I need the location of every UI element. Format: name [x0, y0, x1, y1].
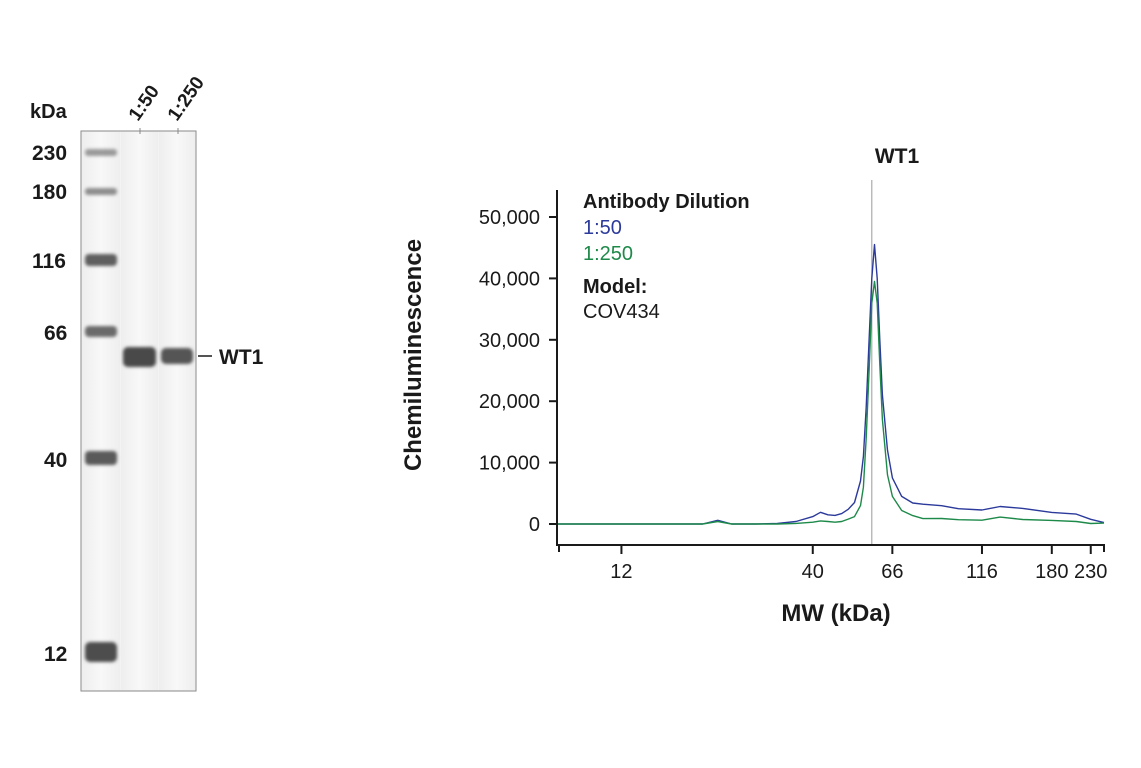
sample-lane-2: [159, 132, 195, 690]
x-tick-label: 12: [610, 561, 632, 583]
x-tick-label: 116: [966, 561, 998, 583]
y-ticks: 0 10,000 20,000 30,000 40,000 50,000: [479, 207, 557, 536]
legend-model-value: COV434: [583, 301, 660, 323]
marker-label-230: 230: [32, 142, 67, 165]
y-tick-label: 20,000: [479, 391, 540, 413]
ladder-band-180: [85, 188, 117, 195]
y-tick-label: 30,000: [479, 330, 540, 352]
series-line-2: [557, 280, 1105, 525]
sample-bands: [123, 347, 193, 367]
marker-label-180: 180: [32, 181, 67, 204]
marker-label-12: 12: [44, 643, 67, 666]
y-tick-label: 10,000: [479, 453, 540, 475]
x-ticks: 12 40 66 116 180 230: [558, 545, 1107, 583]
chart-title: WT1: [875, 145, 920, 168]
x-tick-label: 66: [881, 561, 903, 583]
x-tick-label: 40: [802, 561, 824, 583]
ladder-band-116: [85, 254, 117, 266]
y-tick-label: 40,000: [479, 268, 540, 290]
ladder-band-230: [85, 149, 117, 156]
ladder-lane: [82, 132, 120, 690]
ladder-band-12: [85, 642, 117, 662]
ladder-band-40: [85, 451, 117, 465]
marker-labels: 230 180 116 66 40 12: [32, 142, 67, 666]
y-tick-label: 50,000: [479, 207, 540, 229]
marker-label-116: 116: [32, 250, 66, 273]
y-tick-label: 0: [529, 514, 540, 536]
blot-unit-label: kDa: [30, 101, 68, 123]
wt1-band-lane-1: [123, 347, 156, 367]
legend-title: Antibody Dilution: [583, 191, 750, 213]
ladder-bands: [85, 149, 117, 662]
marker-label-40: 40: [44, 449, 67, 472]
x-axis-label: MW (kDa): [781, 600, 890, 627]
x-tick-label: 230: [1074, 561, 1107, 583]
x-tick-label: 180: [1035, 561, 1068, 583]
legend-entry-2: 1:250: [583, 243, 633, 265]
legend-entry-1: 1:50: [583, 217, 622, 239]
legend: Antibody Dilution 1:50 1:250 Model: COV4…: [583, 191, 750, 323]
sample-lane-1: [121, 132, 158, 690]
ladder-band-66: [85, 326, 117, 337]
y-axis-label: Chemiluminescence: [400, 239, 427, 471]
wt1-band-lane-2: [161, 348, 193, 364]
marker-label-66: 66: [44, 322, 67, 345]
band-label: WT1: [219, 346, 264, 369]
series-lines: [557, 243, 1105, 525]
legend-model-label: Model:: [583, 276, 647, 298]
